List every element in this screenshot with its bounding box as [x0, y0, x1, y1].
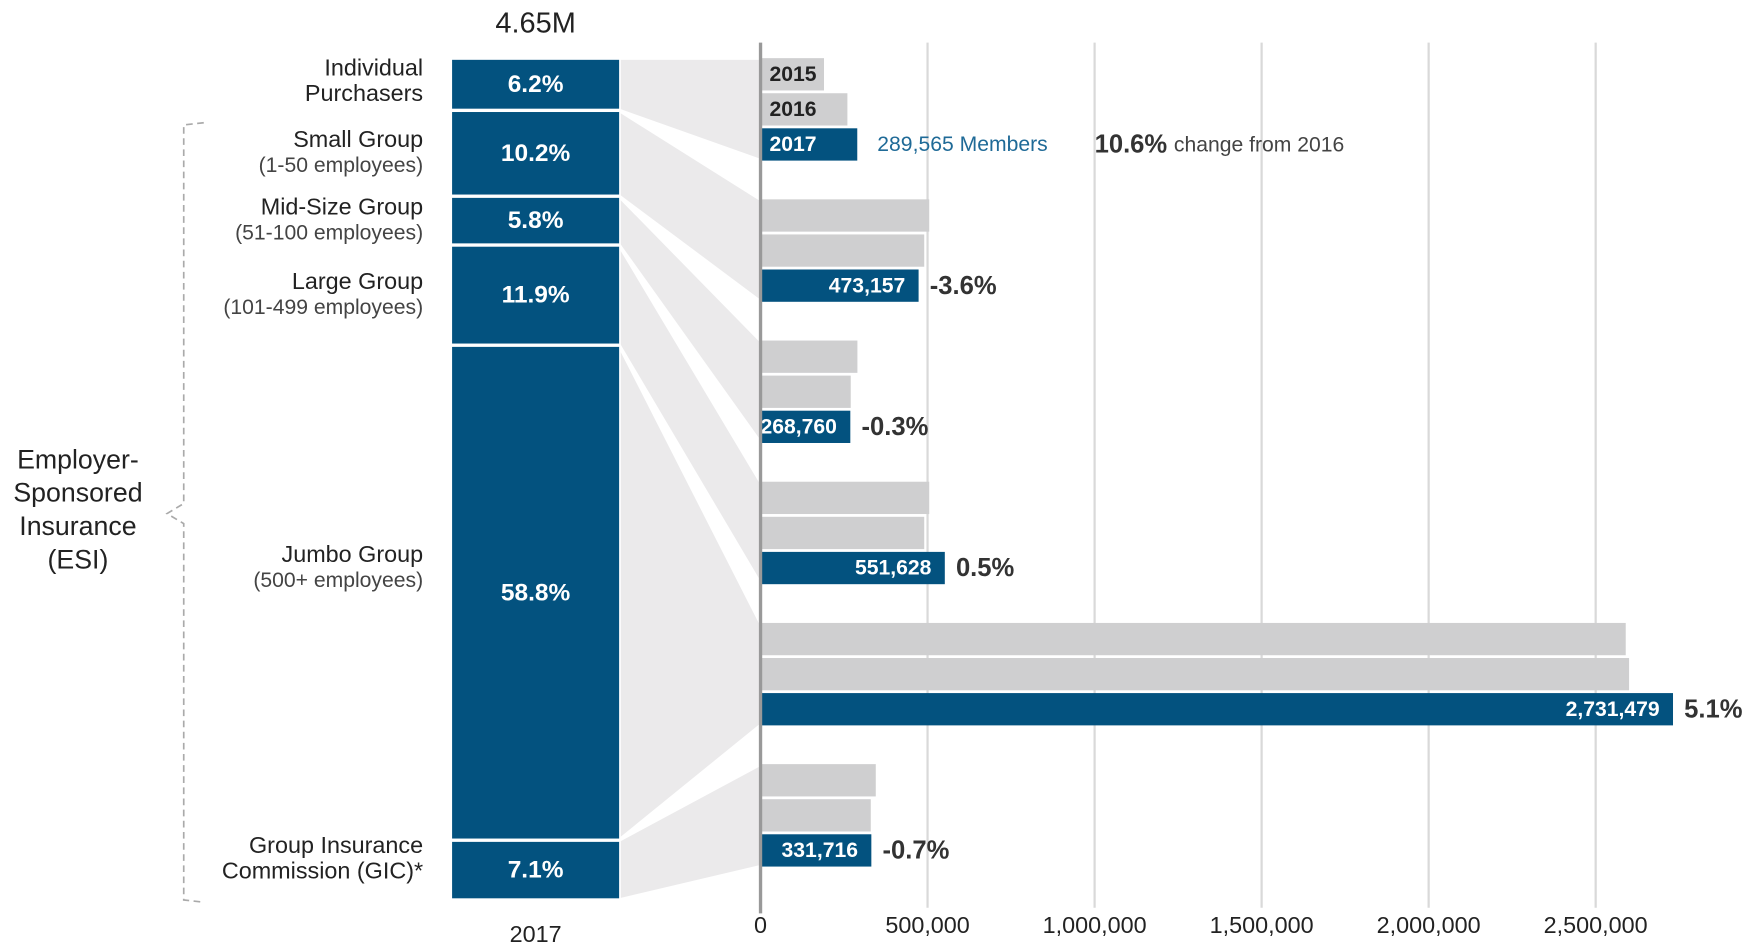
value-label: 331,716: [782, 839, 858, 862]
change-value: -0.3%: [861, 413, 928, 441]
change-label: -3.6%: [930, 272, 997, 300]
share-segment: [452, 112, 620, 195]
change-value: -3.6%: [930, 272, 997, 300]
share-label: 6.2%: [508, 71, 564, 98]
x-tick-label: 500,000: [885, 912, 969, 938]
bar: [760, 269, 919, 302]
share-segment: [452, 346, 620, 839]
bar: [760, 234, 925, 267]
category-subtitle: (1-50 employees): [259, 154, 424, 177]
share-label: 5.8%: [508, 207, 564, 234]
value-label: 268,760: [761, 416, 837, 439]
bar: [760, 128, 858, 161]
group-label: Sponsored: [13, 478, 142, 508]
esi-bracket: [165, 121, 204, 904]
category-subtitle: (500+ employees): [253, 569, 423, 592]
bar: [760, 93, 848, 126]
x-tick-label: 0: [754, 912, 767, 938]
x-tick-label: 2,000,000: [1377, 912, 1481, 938]
category-subtitle: (51-100 employees): [235, 222, 423, 245]
group-label: (ESI): [48, 545, 109, 575]
change-label: 10.6% change from 2016: [1095, 130, 1345, 158]
group-label: Insurance: [19, 511, 136, 541]
change-label: 5.1%: [1684, 695, 1743, 723]
bar: [760, 199, 930, 232]
legend-label: 2016: [769, 98, 816, 121]
bar: [760, 58, 825, 91]
change-label: -0.3%: [861, 413, 928, 441]
category-label: Group Insurance: [249, 832, 423, 858]
value-label: 289,565 Members: [877, 133, 1047, 156]
bar: [760, 551, 945, 585]
category-label: Jumbo Group: [282, 541, 424, 567]
bar: [760, 410, 851, 443]
category-label: Individual: [324, 54, 423, 80]
change-value: -0.7%: [882, 836, 949, 864]
category-subtitle: (101-499 employees): [223, 296, 423, 319]
x-tick-label: 2,500,000: [1544, 912, 1648, 938]
share-label: 10.2%: [501, 140, 571, 167]
share-segment: [452, 246, 620, 344]
share-label: 11.9%: [502, 282, 570, 309]
bar: [760, 340, 858, 373]
change-note: change from 2016: [1174, 133, 1344, 156]
category-label: Large Group: [292, 268, 423, 294]
share-segment: [452, 59, 620, 109]
share-label: 58.8%: [501, 579, 571, 606]
value-label: 473,157: [829, 274, 905, 297]
share-label: 7.1%: [508, 857, 564, 884]
change-value: 10.6%: [1095, 130, 1168, 158]
legend-label: 2015: [769, 63, 816, 86]
change-value: 5.1%: [1684, 695, 1743, 723]
group-label: Employer-: [17, 444, 139, 474]
bar: [760, 658, 1630, 691]
share-segment: [452, 197, 620, 244]
legend-label: 2017: [769, 133, 816, 156]
category-label: Mid-Size Group: [261, 194, 423, 220]
bar: [760, 799, 871, 832]
bar: [760, 693, 1674, 726]
value-label: 2,731,479: [1566, 698, 1660, 721]
change-value: 0.5%: [956, 554, 1015, 582]
category-label: Purchasers: [305, 80, 423, 106]
x-tick-label: 1,000,000: [1043, 912, 1147, 938]
bar: [760, 622, 1626, 656]
value-label: 551,628: [855, 557, 932, 580]
total-label: 4.65M: [495, 7, 575, 39]
category-label: Small Group: [293, 126, 423, 152]
bar: [760, 516, 925, 550]
column-label: 2017: [510, 921, 562, 947]
change-label: -0.7%: [882, 836, 949, 864]
bar: [760, 481, 930, 515]
bar: [760, 375, 851, 408]
share-segment: [452, 841, 620, 899]
x-tick-label: 1,500,000: [1210, 912, 1314, 938]
change-label: 0.5%: [956, 554, 1015, 582]
category-label: Commission (GIC)*: [222, 857, 423, 883]
bar: [760, 764, 876, 797]
bar: [760, 834, 872, 867]
